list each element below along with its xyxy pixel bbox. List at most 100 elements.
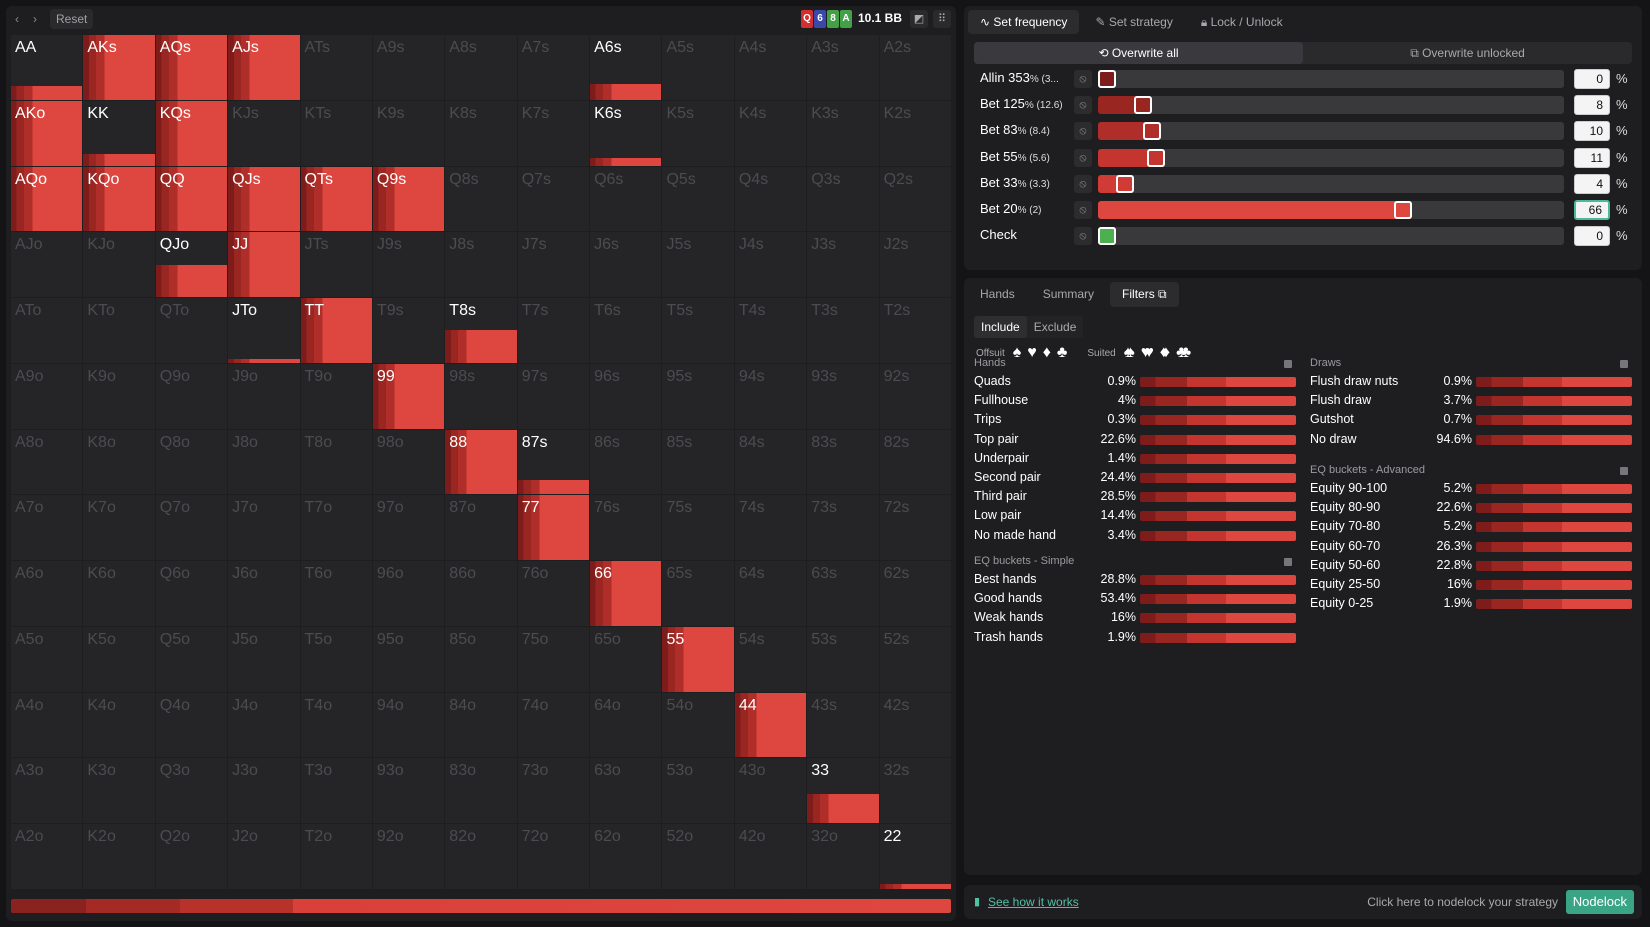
overwrite-all-button[interactable]: ⟲ Overwrite all: [974, 42, 1303, 64]
hand-cell-T4s[interactable]: T4s: [734, 298, 807, 363]
frequency-slider[interactable]: [1098, 122, 1564, 141]
filter-row[interactable]: Equity 0-25 1.9%: [1310, 595, 1632, 614]
hand-cell-K3s[interactable]: K3s: [807, 100, 879, 166]
hand-cell-T3s[interactable]: T3s: [807, 298, 879, 363]
suited-clubs-icon[interactable]: ♣♣: [1176, 344, 1191, 361]
slider-handle[interactable]: [1147, 148, 1166, 167]
filter-row[interactable]: Underpair 1.4%: [974, 450, 1296, 469]
hand-cell-93o[interactable]: 93o: [372, 758, 445, 824]
hand-cell-93s[interactable]: 93s: [807, 363, 879, 429]
hand-cell-A2o[interactable]: A2o: [11, 824, 83, 889]
filter-strategy-bar[interactable]: [1476, 522, 1632, 533]
hand-cell-86s[interactable]: 86s: [590, 429, 662, 495]
hand-cell-54s[interactable]: 54s: [734, 626, 807, 692]
hand-cell-Q8s[interactable]: Q8s: [445, 166, 517, 232]
filter-row[interactable]: Top pair 22.6%: [974, 431, 1296, 450]
hand-cell-K8o[interactable]: K8o: [83, 429, 155, 495]
frequency-slider[interactable]: [1098, 227, 1564, 246]
hand-cell-Q3o[interactable]: Q3o: [155, 758, 228, 824]
hand-cell-97s[interactable]: 97s: [517, 363, 590, 429]
hand-cell-KQs[interactable]: KQs: [155, 100, 228, 166]
filter-row[interactable]: Weak hands 16%: [974, 609, 1296, 628]
hand-cell-94o[interactable]: 94o: [372, 692, 445, 758]
disable-action-icon[interactable]: ⦸: [1074, 70, 1092, 88]
hand-cell-65s[interactable]: 65s: [662, 561, 734, 626]
disable-action-icon[interactable]: ⦸: [1074, 201, 1092, 219]
hand-cell-QTs[interactable]: QTs: [300, 166, 372, 232]
hand-cell-A7o[interactable]: A7o: [11, 495, 83, 561]
hand-cell-T5o[interactable]: T5o: [300, 626, 372, 692]
hand-cell-T6s[interactable]: T6s: [590, 298, 662, 363]
filter-strategy-bar[interactable]: [1140, 492, 1296, 503]
eq-simple-section-toggle[interactable]: [1284, 558, 1292, 566]
hand-cell-Q8o[interactable]: Q8o: [155, 429, 228, 495]
suited-spades-icon[interactable]: ♠♠: [1123, 344, 1135, 361]
hand-cell-A4o[interactable]: A4o: [11, 692, 83, 758]
hand-cell-T9o[interactable]: T9o: [300, 363, 372, 429]
filter-row[interactable]: Second pair 24.4%: [974, 469, 1296, 488]
frequency-input[interactable]: [1574, 121, 1610, 142]
hand-cell-A8s[interactable]: A8s: [445, 35, 517, 100]
tab-set-strategy[interactable]: ✎ Set strategy: [1095, 15, 1173, 29]
slider-handle[interactable]: [1142, 122, 1161, 141]
frequency-slider[interactable]: [1098, 201, 1564, 219]
disable-action-icon[interactable]: ⦸: [1074, 174, 1092, 193]
hand-cell-Q9s[interactable]: Q9s: [372, 166, 445, 232]
reset-button[interactable]: Reset: [50, 9, 94, 29]
hand-cell-Q9o[interactable]: Q9o: [155, 363, 228, 429]
hand-cell-75o[interactable]: 75o: [517, 626, 590, 692]
filter-strategy-bar[interactable]: [1140, 415, 1296, 426]
frequency-slider[interactable]: [1098, 96, 1564, 115]
tab-hands[interactable]: Hands: [980, 287, 1015, 301]
hand-cell-Q7s[interactable]: Q7s: [517, 166, 590, 232]
filter-strategy-bar[interactable]: [1140, 473, 1296, 483]
filter-row[interactable]: Third pair 28.5%: [974, 488, 1296, 507]
filter-row[interactable]: Equity 50-60 22.8%: [1310, 557, 1632, 576]
hand-cell-77[interactable]: 77: [517, 495, 590, 561]
hand-cell-AQo[interactable]: AQo: [11, 166, 83, 232]
chevron-right-icon[interactable]: ›: [33, 12, 37, 26]
hand-cell-T7o[interactable]: T7o: [300, 495, 372, 561]
hand-cell-A2s[interactable]: A2s: [879, 35, 951, 100]
hand-cell-A9s[interactable]: A9s: [372, 35, 445, 100]
hand-cell-K6o[interactable]: K6o: [83, 561, 155, 626]
hand-cell-T7s[interactable]: T7s: [517, 298, 590, 363]
hand-cell-J2o[interactable]: J2o: [228, 824, 300, 889]
hand-cell-85s[interactable]: 85s: [662, 429, 734, 495]
hand-cell-43o[interactable]: 43o: [734, 758, 807, 824]
filter-row[interactable]: Trips 0.3%: [974, 411, 1296, 430]
filter-row[interactable]: Fullhouse 4%: [974, 392, 1296, 411]
hand-cell-62o[interactable]: 62o: [590, 824, 662, 889]
hand-cell-Q6o[interactable]: Q6o: [155, 561, 228, 626]
filter-strategy-bar[interactable]: [1476, 484, 1632, 494]
frequency-slider[interactable]: [1098, 174, 1564, 193]
filter-strategy-bar[interactable]: [1476, 503, 1632, 514]
hand-cell-82s[interactable]: 82s: [879, 429, 951, 495]
hand-cell-33[interactable]: 33: [807, 758, 879, 824]
hand-cell-A5s[interactable]: A5s: [662, 35, 734, 100]
hand-cell-A3o[interactable]: A3o: [11, 758, 83, 824]
filter-strategy-bar[interactable]: [1140, 594, 1296, 605]
draws-section-toggle[interactable]: [1620, 360, 1628, 368]
hand-cell-63o[interactable]: 63o: [590, 758, 662, 824]
hand-cell-74s[interactable]: 74s: [734, 495, 807, 561]
hand-cell-KTs[interactable]: KTs: [300, 100, 372, 166]
filter-strategy-bar[interactable]: [1140, 613, 1296, 624]
hand-cell-52o[interactable]: 52o: [662, 824, 734, 889]
hand-cell-KTo[interactable]: KTo: [83, 298, 155, 363]
hand-cell-43s[interactable]: 43s: [807, 692, 879, 758]
hand-cell-K5o[interactable]: K5o: [83, 626, 155, 692]
hand-cell-K5s[interactable]: K5s: [662, 100, 734, 166]
hand-cell-K7o[interactable]: K7o: [83, 495, 155, 561]
hand-cell-T8s[interactable]: T8s: [445, 298, 517, 363]
hand-cell-A5o[interactable]: A5o: [11, 626, 83, 692]
filter-strategy-bar[interactable]: [1476, 434, 1632, 445]
filter-row[interactable]: Equity 70-80 5.2%: [1310, 518, 1632, 537]
filter-row[interactable]: Equity 60-70 26.3%: [1310, 538, 1632, 557]
hand-cell-54o[interactable]: 54o: [662, 692, 734, 758]
tab-summary[interactable]: Summary: [1042, 287, 1095, 301]
hand-cell-42s[interactable]: 42s: [879, 692, 951, 758]
hand-cell-T2s[interactable]: T2s: [879, 298, 951, 363]
hand-cell-K7s[interactable]: K7s: [517, 100, 590, 166]
frequency-slider[interactable]: [1098, 148, 1564, 167]
